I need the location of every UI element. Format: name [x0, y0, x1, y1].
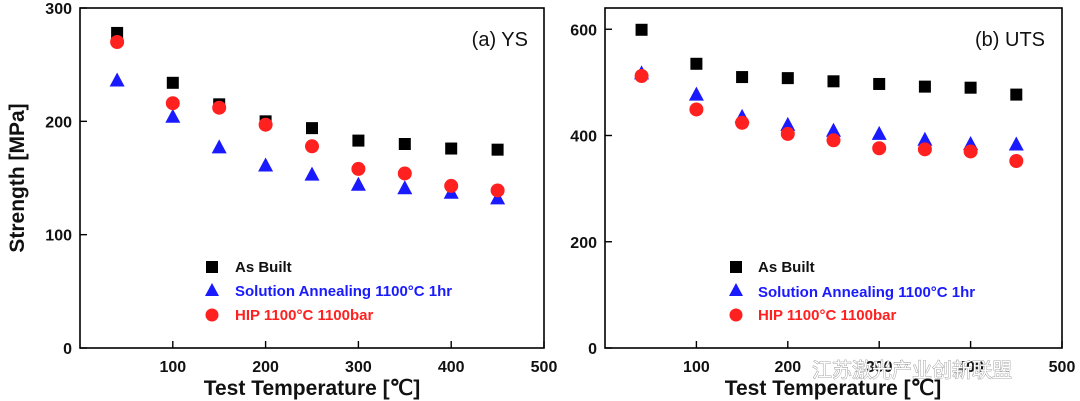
panel-a-legend: As Built Solution Annealing 1100°C 1hr H…: [205, 259, 452, 324]
hip-point: [110, 35, 125, 49]
y-tick-label: 200: [570, 235, 597, 252]
solution-annealing-point: [917, 131, 933, 146]
panel-a-plot-frame: [79, 7, 545, 349]
hip-point: [165, 96, 180, 111]
panel-b-title: (b) UTS: [975, 29, 1045, 51]
solution-annealing-point: [826, 122, 841, 137]
solution-annealing-point: [780, 116, 796, 131]
x-tick-label: 100: [159, 359, 186, 376]
x-tick-label: 500: [1049, 359, 1076, 376]
solution-annealing-point: [871, 125, 887, 140]
panel-a-ticks: 100 200 300 400 500 0 100 200 300: [45, 1, 557, 376]
legend-label-solution-annealing: Solution Annealing 1100°C 1hr: [758, 284, 975, 301]
hip-point: [634, 69, 649, 83]
y-tick-label: 600: [570, 22, 597, 39]
hip-point: [826, 133, 841, 148]
y-tick-label: 400: [570, 129, 597, 146]
y-tick-label: 300: [45, 1, 72, 18]
hip-point: [780, 126, 795, 141]
y-tick-label: 100: [45, 228, 72, 245]
panel-b-plot-frame: [604, 7, 1063, 349]
solution-annealing-point: [1008, 136, 1024, 151]
solution-annealing-point: [258, 157, 274, 172]
hip-point: [872, 141, 887, 156]
panel-b-legend: As Built Solution Annealing 1100°C 1hr H…: [729, 259, 975, 324]
legend-triangle-marker: [729, 283, 743, 296]
hip-point: [397, 166, 412, 181]
hip-point: [735, 115, 750, 130]
panel-a-ys: (a) YS Test Temperature [℃] Strength [MP…: [6, 1, 557, 400]
as-built-point: [918, 80, 931, 93]
as-built-point: [964, 81, 977, 94]
x-tick-label: 100: [683, 359, 710, 376]
solution-annealing-point: [211, 139, 227, 154]
solution-annealing-point: [304, 166, 320, 181]
x-tick-label: 300: [345, 359, 372, 376]
solution-annealing-point: [350, 176, 366, 191]
x-tick-label: 400: [438, 359, 465, 376]
legend-label-hip: HIP 1100°C 1100bar: [235, 307, 373, 324]
panel-a-x-axis-title: Test Temperature [℃]: [204, 377, 421, 400]
panel-b-marks: [634, 23, 1024, 168]
panel-a-marks: [109, 26, 506, 205]
legend-circle-marker: [729, 308, 743, 322]
as-built-point: [166, 76, 179, 89]
panel-b-uts: (b) UTS Test Temperature [℃] 100 200 300 40…: [570, 7, 1075, 400]
as-built-point: [736, 71, 749, 84]
panel-b-x-axis-title: Test Temperature [℃]: [725, 377, 942, 400]
y-tick-label: 200: [45, 114, 72, 131]
as-built-point: [306, 122, 318, 135]
panel-a-title: (a) YS: [472, 29, 528, 51]
x-tick-label: 500: [531, 359, 558, 376]
panel-b-ticks: 100 200 300 400 500 0 200 400 600: [570, 22, 1075, 376]
hip-point: [1009, 154, 1024, 168]
as-built-point: [781, 72, 794, 85]
hip-point: [917, 142, 932, 157]
legend-label-hip: HIP 1100°C 1100bar: [758, 307, 896, 324]
hip-point: [689, 102, 704, 117]
solution-annealing-point: [109, 72, 125, 87]
as-built-point: [352, 134, 365, 147]
legend-square-marker: [206, 261, 218, 273]
x-tick-label: 300: [866, 359, 893, 376]
hip-point: [305, 139, 319, 154]
hip-point: [444, 178, 459, 193]
as-built-point: [873, 77, 886, 90]
as-built-point: [1010, 88, 1023, 101]
legend-square-marker: [730, 261, 742, 273]
as-built-point: [398, 138, 411, 150]
solution-annealing-point: [165, 108, 181, 123]
as-built-point: [690, 57, 703, 70]
watermark-text: 江苏激光产业创新联盟: [812, 358, 1012, 382]
x-tick-label: 200: [774, 359, 801, 376]
solution-annealing-point: [397, 180, 413, 195]
solution-annealing-point: [688, 86, 704, 101]
y-tick-label: 0: [63, 341, 72, 358]
y-tick-label: 0: [588, 341, 597, 358]
hip-point: [963, 144, 978, 159]
as-built-point: [635, 23, 648, 36]
legend-circle-marker: [205, 308, 219, 322]
hip-point: [490, 183, 505, 198]
as-built-point: [445, 142, 458, 155]
x-tick-label: 200: [252, 359, 279, 376]
hip-point: [351, 161, 366, 176]
legend-label-as-built: As Built: [758, 259, 815, 276]
legend-label-solution-annealing: Solution Annealing 1100°C 1hr: [235, 283, 452, 300]
as-built-point: [491, 143, 504, 156]
hip-point: [258, 117, 273, 132]
legend-label-as-built: As Built: [235, 259, 292, 276]
hip-point: [212, 100, 227, 115]
x-tick-label: 400: [957, 359, 984, 376]
as-built-point: [827, 75, 840, 88]
panel-a-y-axis-title: Strength [MPa]: [6, 103, 29, 252]
legend-triangle-marker: [205, 283, 219, 296]
